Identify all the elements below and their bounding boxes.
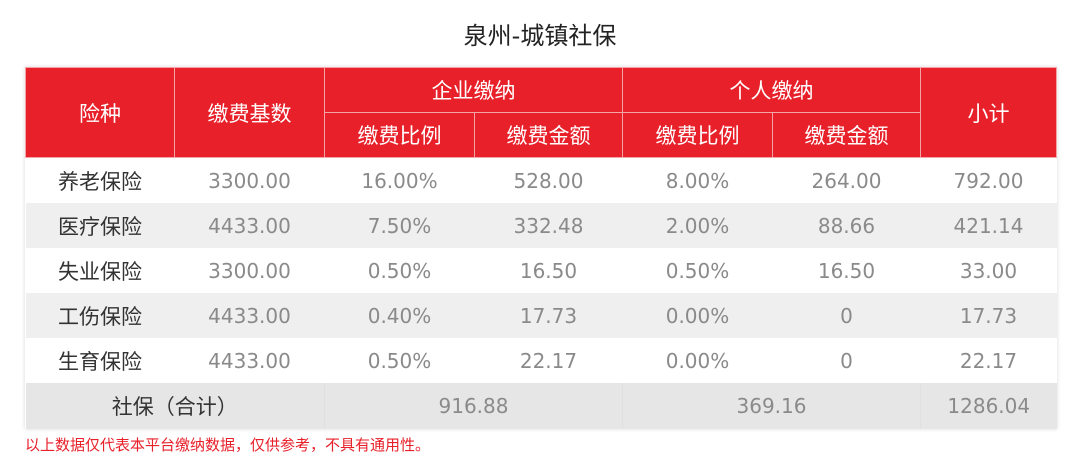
row-subtotal: 421.14 bbox=[920, 203, 1057, 248]
header-company-rate: 缴费比例 bbox=[324, 112, 475, 158]
row-subtotal: 22.17 bbox=[920, 338, 1057, 383]
row-base: 4433.00 bbox=[174, 293, 325, 338]
row-base: 4433.00 bbox=[174, 203, 325, 248]
row-company-rate: 7.50% bbox=[324, 203, 475, 248]
row-base: 4433.00 bbox=[174, 338, 325, 383]
disclaimer-note: 以上数据仅代表本平台缴纳数据，仅供参考，不具有通用性。 bbox=[25, 436, 431, 454]
header-row-1: 险种 缴费基数 企业缴纳 个人缴纳 小计 bbox=[25, 67, 1057, 158]
header-base: 缴费基数 bbox=[174, 67, 325, 158]
total-row: 社保（合计） 916.88 369.16 1286.04 bbox=[25, 383, 1057, 429]
row-personal-rate: 2.00% bbox=[622, 203, 773, 248]
row-subtotal: 33.00 bbox=[920, 248, 1057, 293]
table-row: 生育保险 4433.00 0.50% 22.17 0.00% 0 22.17 bbox=[25, 338, 1057, 383]
header-company-amount: 缴费金额 bbox=[474, 112, 623, 158]
row-company-amount: 16.50 bbox=[474, 248, 623, 293]
total-company: 916.88 bbox=[324, 383, 623, 429]
row-company-amount: 17.73 bbox=[474, 293, 623, 338]
row-name: 养老保险 bbox=[25, 157, 175, 203]
row-subtotal: 17.73 bbox=[920, 293, 1057, 338]
row-base: 3300.00 bbox=[174, 157, 325, 203]
insurance-table: 险种 缴费基数 企业缴纳 个人缴纳 小计 缴费比例 缴费金额 缴费比例 缴费金额… bbox=[25, 67, 1057, 429]
header-personal-group: 个人缴纳 bbox=[622, 67, 921, 113]
total-personal: 369.16 bbox=[622, 383, 921, 429]
row-personal-rate: 0.00% bbox=[622, 293, 773, 338]
row-personal-amount: 0 bbox=[772, 293, 921, 338]
row-personal-amount: 16.50 bbox=[772, 248, 921, 293]
row-company-rate: 0.50% bbox=[324, 248, 475, 293]
row-name: 生育保险 bbox=[25, 338, 175, 383]
total-subtotal: 1286.04 bbox=[920, 383, 1057, 429]
header-subtotal: 小计 bbox=[920, 67, 1057, 158]
page-title: 泉州-城镇社保 bbox=[463, 22, 617, 50]
row-company-rate: 0.40% bbox=[324, 293, 475, 338]
row-name: 工伤保险 bbox=[25, 293, 175, 338]
table-row: 养老保险 3300.00 16.00% 528.00 8.00% 264.00 … bbox=[25, 157, 1057, 203]
row-personal-amount: 264.00 bbox=[772, 157, 921, 203]
row-subtotal: 792.00 bbox=[920, 157, 1057, 203]
row-company-amount: 528.00 bbox=[474, 157, 623, 203]
row-base: 3300.00 bbox=[174, 248, 325, 293]
table-row: 失业保险 3300.00 0.50% 16.50 0.50% 16.50 33.… bbox=[25, 248, 1057, 293]
row-personal-amount: 0 bbox=[772, 338, 921, 383]
table-row: 医疗保险 4433.00 7.50% 332.48 2.00% 88.66 42… bbox=[25, 203, 1057, 248]
row-name: 失业保险 bbox=[25, 248, 175, 293]
header-personal-amount: 缴费金额 bbox=[772, 112, 921, 158]
row-personal-rate: 0.00% bbox=[622, 338, 773, 383]
row-personal-amount: 88.66 bbox=[772, 203, 921, 248]
row-company-amount: 332.48 bbox=[474, 203, 623, 248]
header-personal-rate: 缴费比例 bbox=[622, 112, 773, 158]
row-name: 医疗保险 bbox=[25, 203, 175, 248]
row-company-rate: 16.00% bbox=[324, 157, 475, 203]
header-company-group: 企业缴纳 bbox=[324, 67, 623, 113]
row-personal-rate: 0.50% bbox=[622, 248, 773, 293]
row-personal-rate: 8.00% bbox=[622, 157, 773, 203]
total-label: 社保（合计） bbox=[25, 383, 325, 429]
row-company-rate: 0.50% bbox=[324, 338, 475, 383]
row-company-amount: 22.17 bbox=[474, 338, 623, 383]
table-row: 工伤保险 4433.00 0.40% 17.73 0.00% 0 17.73 bbox=[25, 293, 1057, 338]
header-type: 险种 bbox=[25, 67, 175, 158]
header-row-2: 缴费比例 缴费金额 缴费比例 缴费金额 bbox=[26, 112, 1057, 158]
